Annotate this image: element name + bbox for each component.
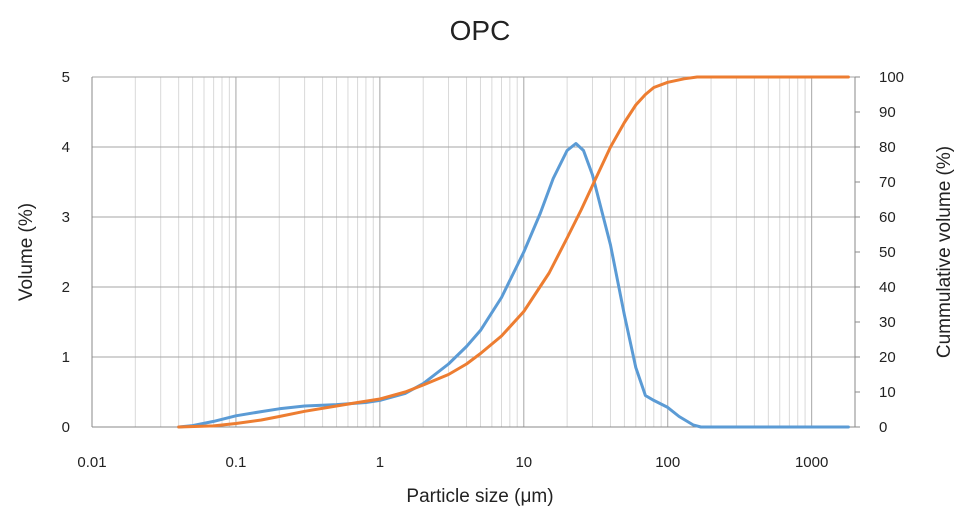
y-axis-title: Volume (%) xyxy=(16,203,37,301)
y2-tick-label: 100 xyxy=(879,69,904,86)
y-tick-label: 4 xyxy=(62,139,70,156)
y-tick-label: 0 xyxy=(62,419,70,436)
y-tick-label: 5 xyxy=(62,69,70,86)
x-tick-label: 1000 xyxy=(795,454,828,471)
volume-line xyxy=(177,142,850,429)
y2-tick-label: 60 xyxy=(879,209,896,226)
y-tick-label: 3 xyxy=(62,209,70,226)
y2-tick-label: 10 xyxy=(879,384,896,401)
y2-tick-label: 50 xyxy=(879,244,896,261)
plot-area xyxy=(92,77,855,427)
cumulative-volume-line xyxy=(177,75,850,429)
tick-labels: 0.01 0.1 1 10 100 100001234501020304050607080… xyxy=(62,69,904,471)
y-tick-label: 2 xyxy=(62,279,70,296)
x-tick-label: 0.1 xyxy=(226,454,247,471)
x-tick-label: 0.01 xyxy=(77,454,106,471)
x-tick-label: 100 xyxy=(655,454,680,471)
y2-tick-label: 80 xyxy=(879,139,896,156)
series-group xyxy=(177,75,850,429)
x-tick-label: 1 xyxy=(376,454,384,471)
y2-tick-label: 70 xyxy=(879,174,896,191)
y2-tick-label: 0 xyxy=(879,419,887,436)
x-tick-label: 10 xyxy=(515,454,532,471)
y2-tick-label: 40 xyxy=(879,279,896,296)
x-axis-title: Particle size (μm) xyxy=(406,486,553,507)
y2-tick-label: 90 xyxy=(879,104,896,121)
y2-axis-title: Cummulative volume (%) xyxy=(934,146,955,358)
y2-tick-label: 30 xyxy=(879,314,896,331)
y2-tick-label: 20 xyxy=(879,349,896,366)
chart-title: OPC xyxy=(450,15,511,46)
y-tick-label: 1 xyxy=(62,349,70,366)
